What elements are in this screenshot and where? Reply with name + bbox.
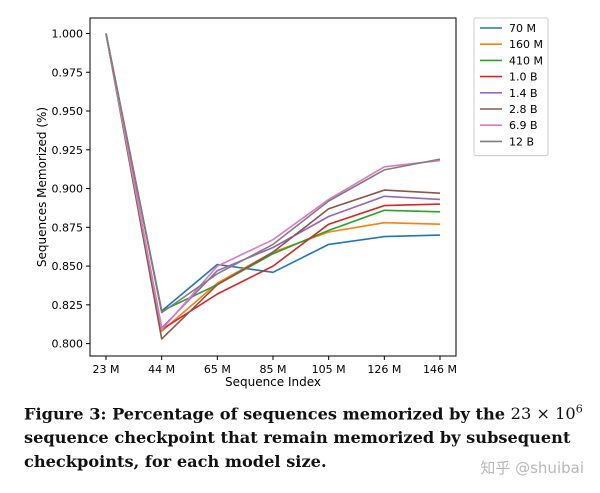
figure-caption: Figure 3: Percentage of sequences memori… (24, 398, 584, 474)
series-line-6.9b (105, 33, 441, 331)
y-tick-label: 1.000 (52, 28, 84, 41)
caption-prefix: Figure 3: Percentage of sequences memori… (24, 404, 511, 424)
caption-suffix: sequence checkpoint that remain memorize… (24, 428, 571, 472)
legend-label: 6.9 B (509, 119, 538, 132)
y-tick-label: 0.825 (52, 299, 84, 312)
y-tick-label: 0.800 (52, 338, 84, 351)
legend-label: 160 M (509, 38, 543, 51)
legend-label: 1.4 B (509, 87, 538, 100)
legend-label: 70 M (509, 22, 536, 35)
series-line-70m (105, 33, 441, 312)
y-tick-label: 0.925 (52, 144, 84, 157)
x-tick-label: 105 M (312, 363, 346, 376)
caption-math-base: 23 × 10 (510, 404, 576, 424)
legend: 70 M 160 M 410 M 1.0 B 1.4 B 2.8 B 6.9 B 12 B (473, 17, 549, 157)
legend-label: 1.0 B (509, 71, 538, 84)
y-tick-label: 0.950 (52, 105, 84, 118)
y-axis-label: Sequences Memorized (%) (35, 107, 49, 267)
legend-label: 410 M (509, 54, 543, 67)
x-axis-label: Sequence Index (225, 375, 321, 389)
series-line-410m (105, 33, 441, 312)
x-tick-label: 126 M (367, 363, 401, 376)
x-tick-label: 23 M (93, 363, 120, 376)
series-line-12b (105, 33, 441, 314)
caption-math: 23 × 106 (510, 403, 583, 424)
y-tick-label: 0.850 (52, 260, 84, 273)
legend-label: 2.8 B (509, 103, 538, 116)
x-tick-label: 65 M (204, 363, 231, 376)
line-chart: 0.800 0.825 0.850 0.875 0.900 0.925 0.950 0.975… (35, 17, 549, 389)
y-tick-label: 0.875 (52, 221, 84, 234)
legend-box (473, 17, 549, 157)
series-line-2.8b (105, 33, 441, 340)
y-tick-label: 0.975 (52, 66, 84, 79)
caption-math-exponent: 6 (575, 403, 583, 416)
plot-frame (89, 17, 457, 357)
y-tick-label: 0.900 (52, 183, 84, 196)
x-tick-label: 146 M (423, 363, 457, 376)
x-tick-label: 44 M (148, 363, 175, 376)
legend-label: 12 B (509, 135, 534, 148)
x-tick-label: 85 M (260, 363, 287, 376)
watermark: 知乎 @shuibai (480, 459, 584, 477)
